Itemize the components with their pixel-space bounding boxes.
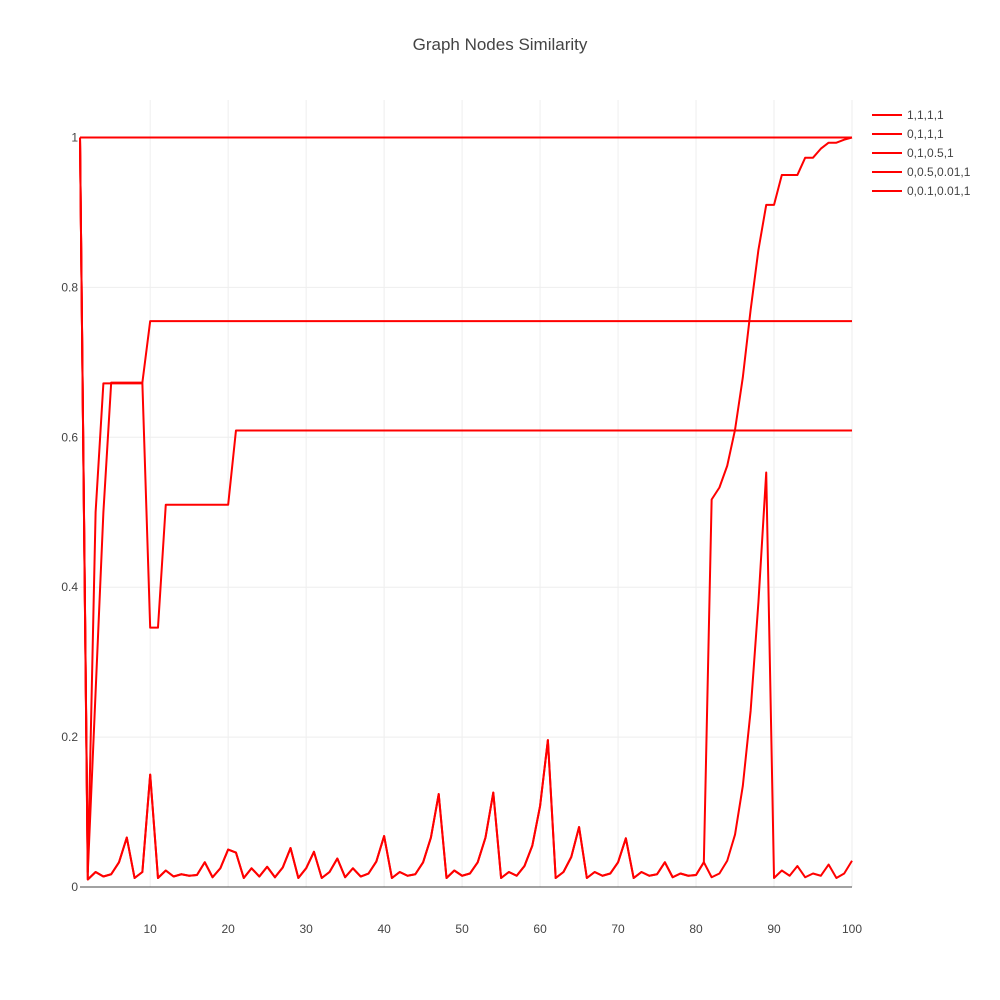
- x-tick-label: 20: [221, 922, 235, 936]
- chart-title: Graph Nodes Similarity: [413, 35, 588, 54]
- x-tick-label: 90: [767, 922, 781, 936]
- x-tick-label: 80: [689, 922, 703, 936]
- y-tick-label: 0.2: [61, 730, 78, 744]
- x-tick-label: 50: [455, 922, 469, 936]
- legend-item[interactable]: 0,0.5,0.01,1: [872, 165, 971, 179]
- legend[interactable]: 1,1,1,1 0,1,1,1 0,1,0.5,1 0,0.5,0.01,1 0,0.1…: [872, 108, 971, 198]
- y-tick-label: 0.4: [61, 580, 78, 594]
- legend-label: 0,0.1,0.01,1: [907, 184, 971, 198]
- y-tick-label: 0: [71, 880, 78, 894]
- legend-label: 1,1,1,1: [907, 108, 944, 122]
- y-tick-label: 0.6: [61, 430, 78, 444]
- grid: [80, 100, 853, 887]
- series-line-4: [79, 137, 853, 881]
- x-tick-label: 60: [533, 922, 547, 936]
- x-tick-label: 70: [611, 922, 625, 936]
- legend-item[interactable]: 0,1,0.5,1: [872, 146, 954, 160]
- y-tick-label: 0.8: [61, 280, 78, 294]
- x-tick-label: 30: [299, 922, 313, 936]
- legend-label: 0,1,0.5,1: [907, 146, 954, 160]
- series-line-3: [79, 137, 852, 874]
- legend-item[interactable]: 1,1,1,1: [872, 108, 944, 122]
- x-tick-label: 100: [842, 922, 862, 936]
- legend-label: 0,0.5,0.01,1: [907, 165, 971, 179]
- series-lines: [79, 136, 853, 881]
- series-line-5: [79, 136, 853, 881]
- legend-item[interactable]: 0,0.1,0.01,1: [872, 184, 971, 198]
- legend-label: 0,1,1,1: [907, 127, 944, 141]
- legend-item[interactable]: 0,1,1,1: [872, 127, 944, 141]
- x-tick-label: 10: [144, 922, 158, 936]
- x-tick-label: 40: [377, 922, 391, 936]
- y-tick-label: 1: [71, 130, 78, 144]
- axes: 10 20 30 40 50 60 70 80 90 100 0 0.2 0.4 0.6 0.8 1: [61, 130, 862, 936]
